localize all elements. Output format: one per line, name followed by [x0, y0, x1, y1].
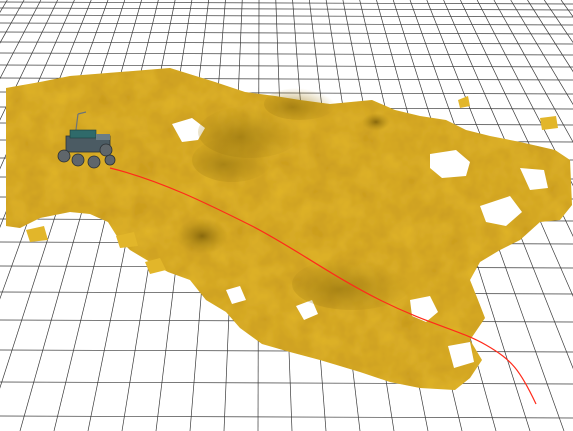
grid-line	[0, 22, 573, 26]
grid-line	[0, 0, 75, 170]
grid-line	[0, 64, 573, 68]
grid-line	[0, 14, 573, 18]
grid-line	[0, 0, 42, 80]
grid-line	[510, 0, 573, 106]
grid-line	[19, 0, 142, 431]
grid-line	[476, 0, 573, 187]
grid-line	[0, 31, 573, 35]
planned-path[interactable]	[109, 167, 537, 405]
grid-line	[0, 52, 573, 56]
grid-line	[0, 1, 573, 5]
grid-line	[0, 41, 573, 45]
grid-line	[0, 0, 126, 389]
terrain-surface[interactable]	[6, 68, 572, 390]
grid-line	[0, 415, 573, 419]
grid-line	[0, 0, 58, 121]
grid-line	[0, 0, 92, 228]
grid-line	[493, 0, 573, 143]
rover-icon[interactable]	[57, 111, 116, 169]
grid-line	[0, 7, 573, 11]
grid-line	[0, 381, 573, 385]
